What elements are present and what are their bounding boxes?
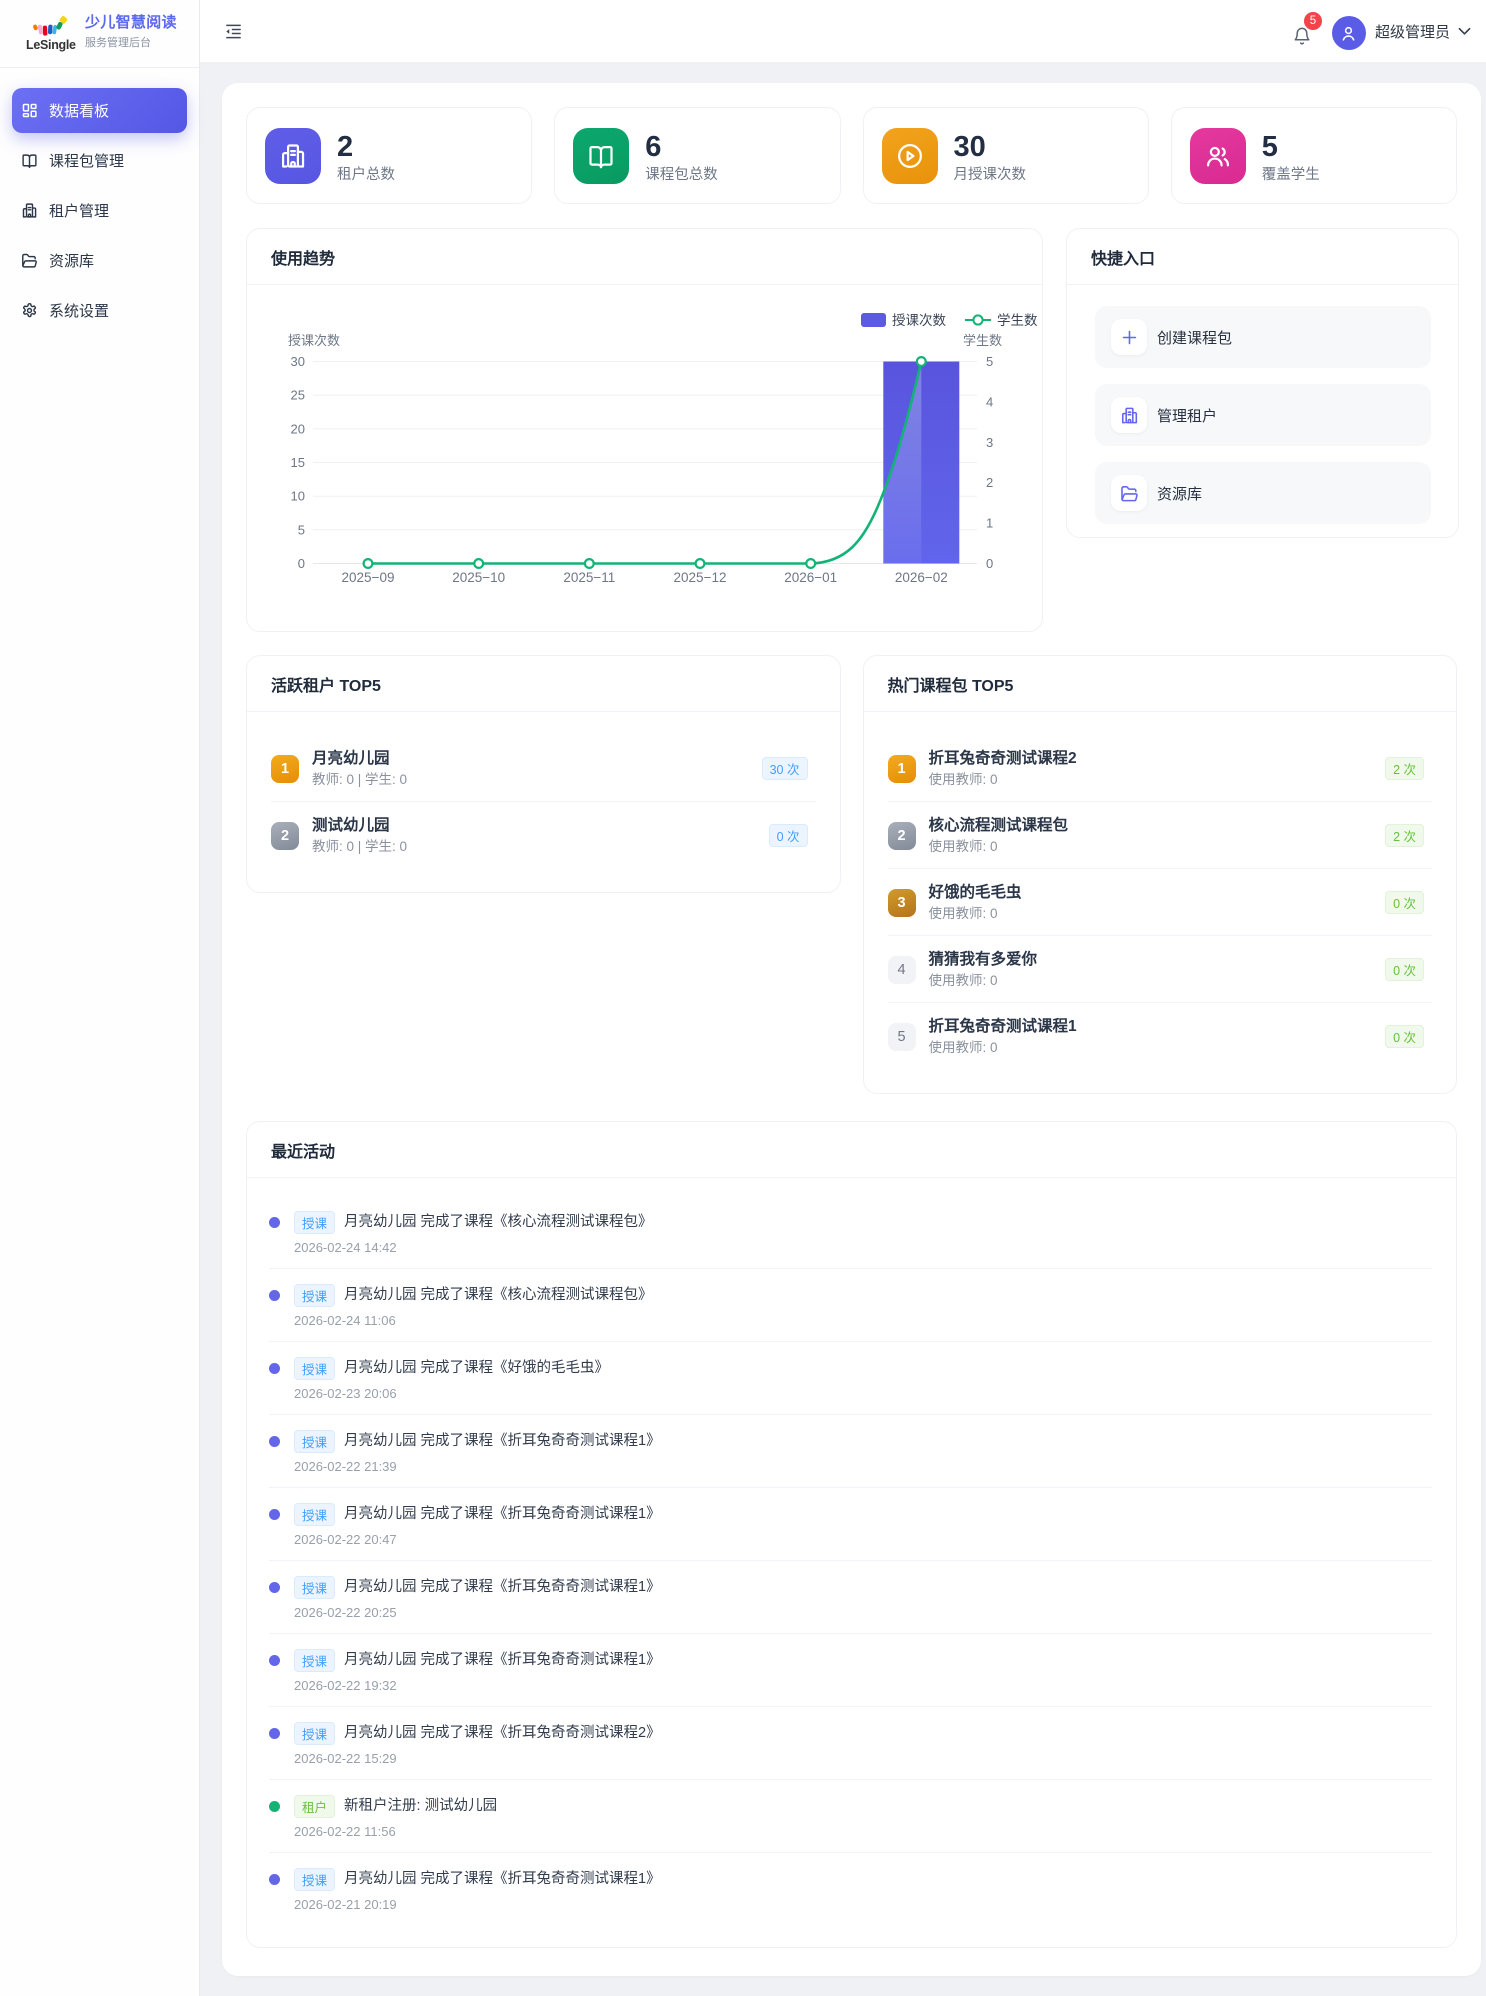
svg-text:2026−02: 2026−02 bbox=[895, 570, 948, 585]
svg-text:2025−12: 2025−12 bbox=[674, 570, 727, 585]
svg-text:2025−11: 2025−11 bbox=[563, 570, 615, 585]
svg-text:0: 0 bbox=[986, 556, 993, 571]
svg-text:2025−10: 2025−10 bbox=[452, 570, 505, 585]
svg-text:5: 5 bbox=[986, 354, 993, 369]
svg-text:4: 4 bbox=[986, 394, 993, 409]
svg-text:0: 0 bbox=[298, 556, 305, 571]
svg-text:10: 10 bbox=[291, 489, 305, 504]
svg-text:15: 15 bbox=[291, 455, 305, 470]
svg-text:30: 30 bbox=[291, 354, 305, 369]
svg-text:学生数: 学生数 bbox=[963, 333, 1002, 348]
svg-text:2025−09: 2025−09 bbox=[342, 570, 395, 585]
svg-text:20: 20 bbox=[291, 421, 305, 436]
svg-text:2026−01: 2026−01 bbox=[784, 570, 837, 585]
svg-text:5: 5 bbox=[298, 522, 305, 537]
svg-text:学生数: 学生数 bbox=[997, 313, 1038, 328]
svg-text:2: 2 bbox=[986, 475, 993, 490]
svg-text:25: 25 bbox=[291, 388, 305, 403]
svg-text:授课次数: 授课次数 bbox=[288, 333, 340, 348]
svg-text:授课次数: 授课次数 bbox=[892, 313, 946, 328]
svg-text:1: 1 bbox=[986, 516, 993, 531]
svg-text:3: 3 bbox=[986, 435, 993, 450]
